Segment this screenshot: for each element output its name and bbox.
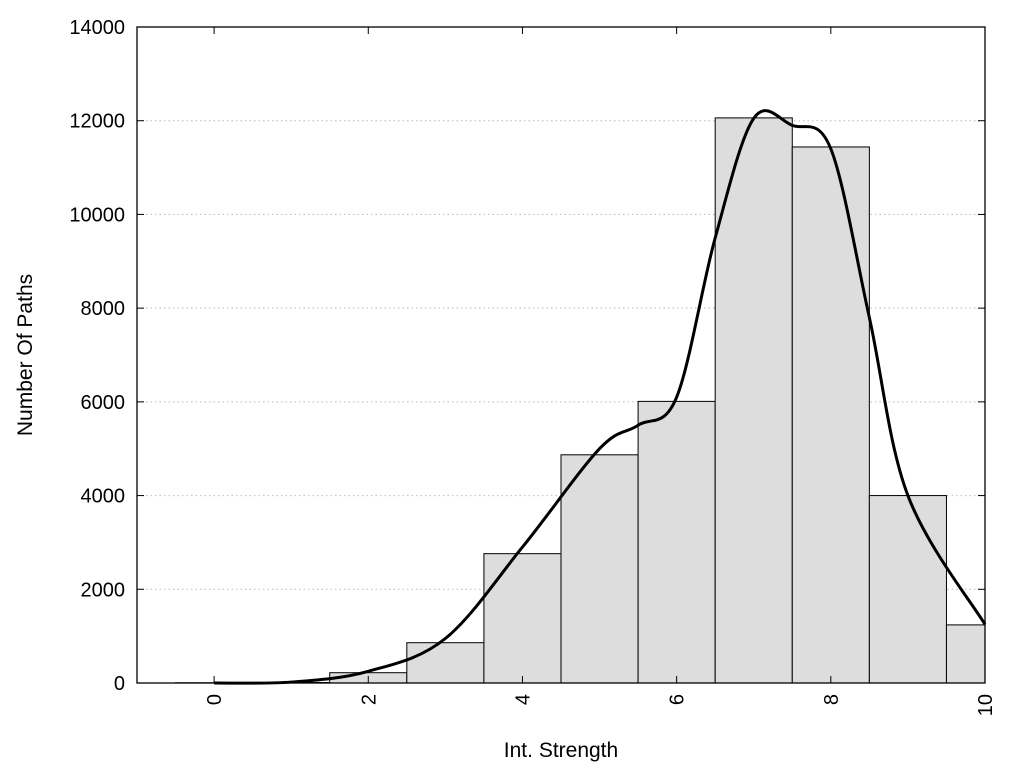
y-tick-label: 8000 <box>81 298 126 320</box>
y-tick-label: 14000 <box>69 17 125 39</box>
histogram-bar <box>714 117 793 684</box>
curve-line <box>214 109 987 685</box>
y-axis-title: Number Of Paths <box>14 274 37 436</box>
histogram-bar <box>945 624 986 684</box>
x-tick-label: 2 <box>358 694 380 705</box>
y-tick-label: 2000 <box>81 579 126 601</box>
histogram-bar <box>560 454 639 684</box>
x-tick-label: 4 <box>512 694 534 705</box>
histogram-bar <box>406 642 485 684</box>
smoothed-curve <box>214 109 987 685</box>
plot-frame <box>136 26 986 684</box>
x-axis-title: Int. Strength <box>504 739 618 762</box>
x-axis-ticks: 0 2 4 6 8 10 <box>204 27 997 716</box>
y-tick-label: 4000 <box>81 486 126 508</box>
y-axis-ticks: 0 2000 4000 6000 8000 10000 12000 14000 <box>69 17 985 695</box>
x-tick-label: 6 <box>667 694 689 705</box>
x-tick-label: 8 <box>821 694 843 705</box>
histogram-bar <box>868 495 947 684</box>
histogram-bars <box>175 117 986 684</box>
y-tick-label: 6000 <box>81 392 126 414</box>
histogram-bar <box>483 553 562 684</box>
y-tick-label: 0 <box>114 673 125 695</box>
y-tick-label: 12000 <box>69 111 125 133</box>
x-tick-label: 0 <box>204 694 226 705</box>
x-tick-label: 10 <box>975 694 997 716</box>
y-tick-label: 10000 <box>69 204 125 226</box>
histogram-bar <box>637 400 716 684</box>
histogram-bar <box>791 146 870 684</box>
